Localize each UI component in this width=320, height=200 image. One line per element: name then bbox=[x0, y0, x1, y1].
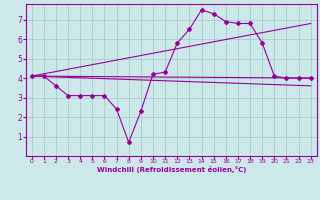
X-axis label: Windchill (Refroidissement éolien,°C): Windchill (Refroidissement éolien,°C) bbox=[97, 166, 246, 173]
